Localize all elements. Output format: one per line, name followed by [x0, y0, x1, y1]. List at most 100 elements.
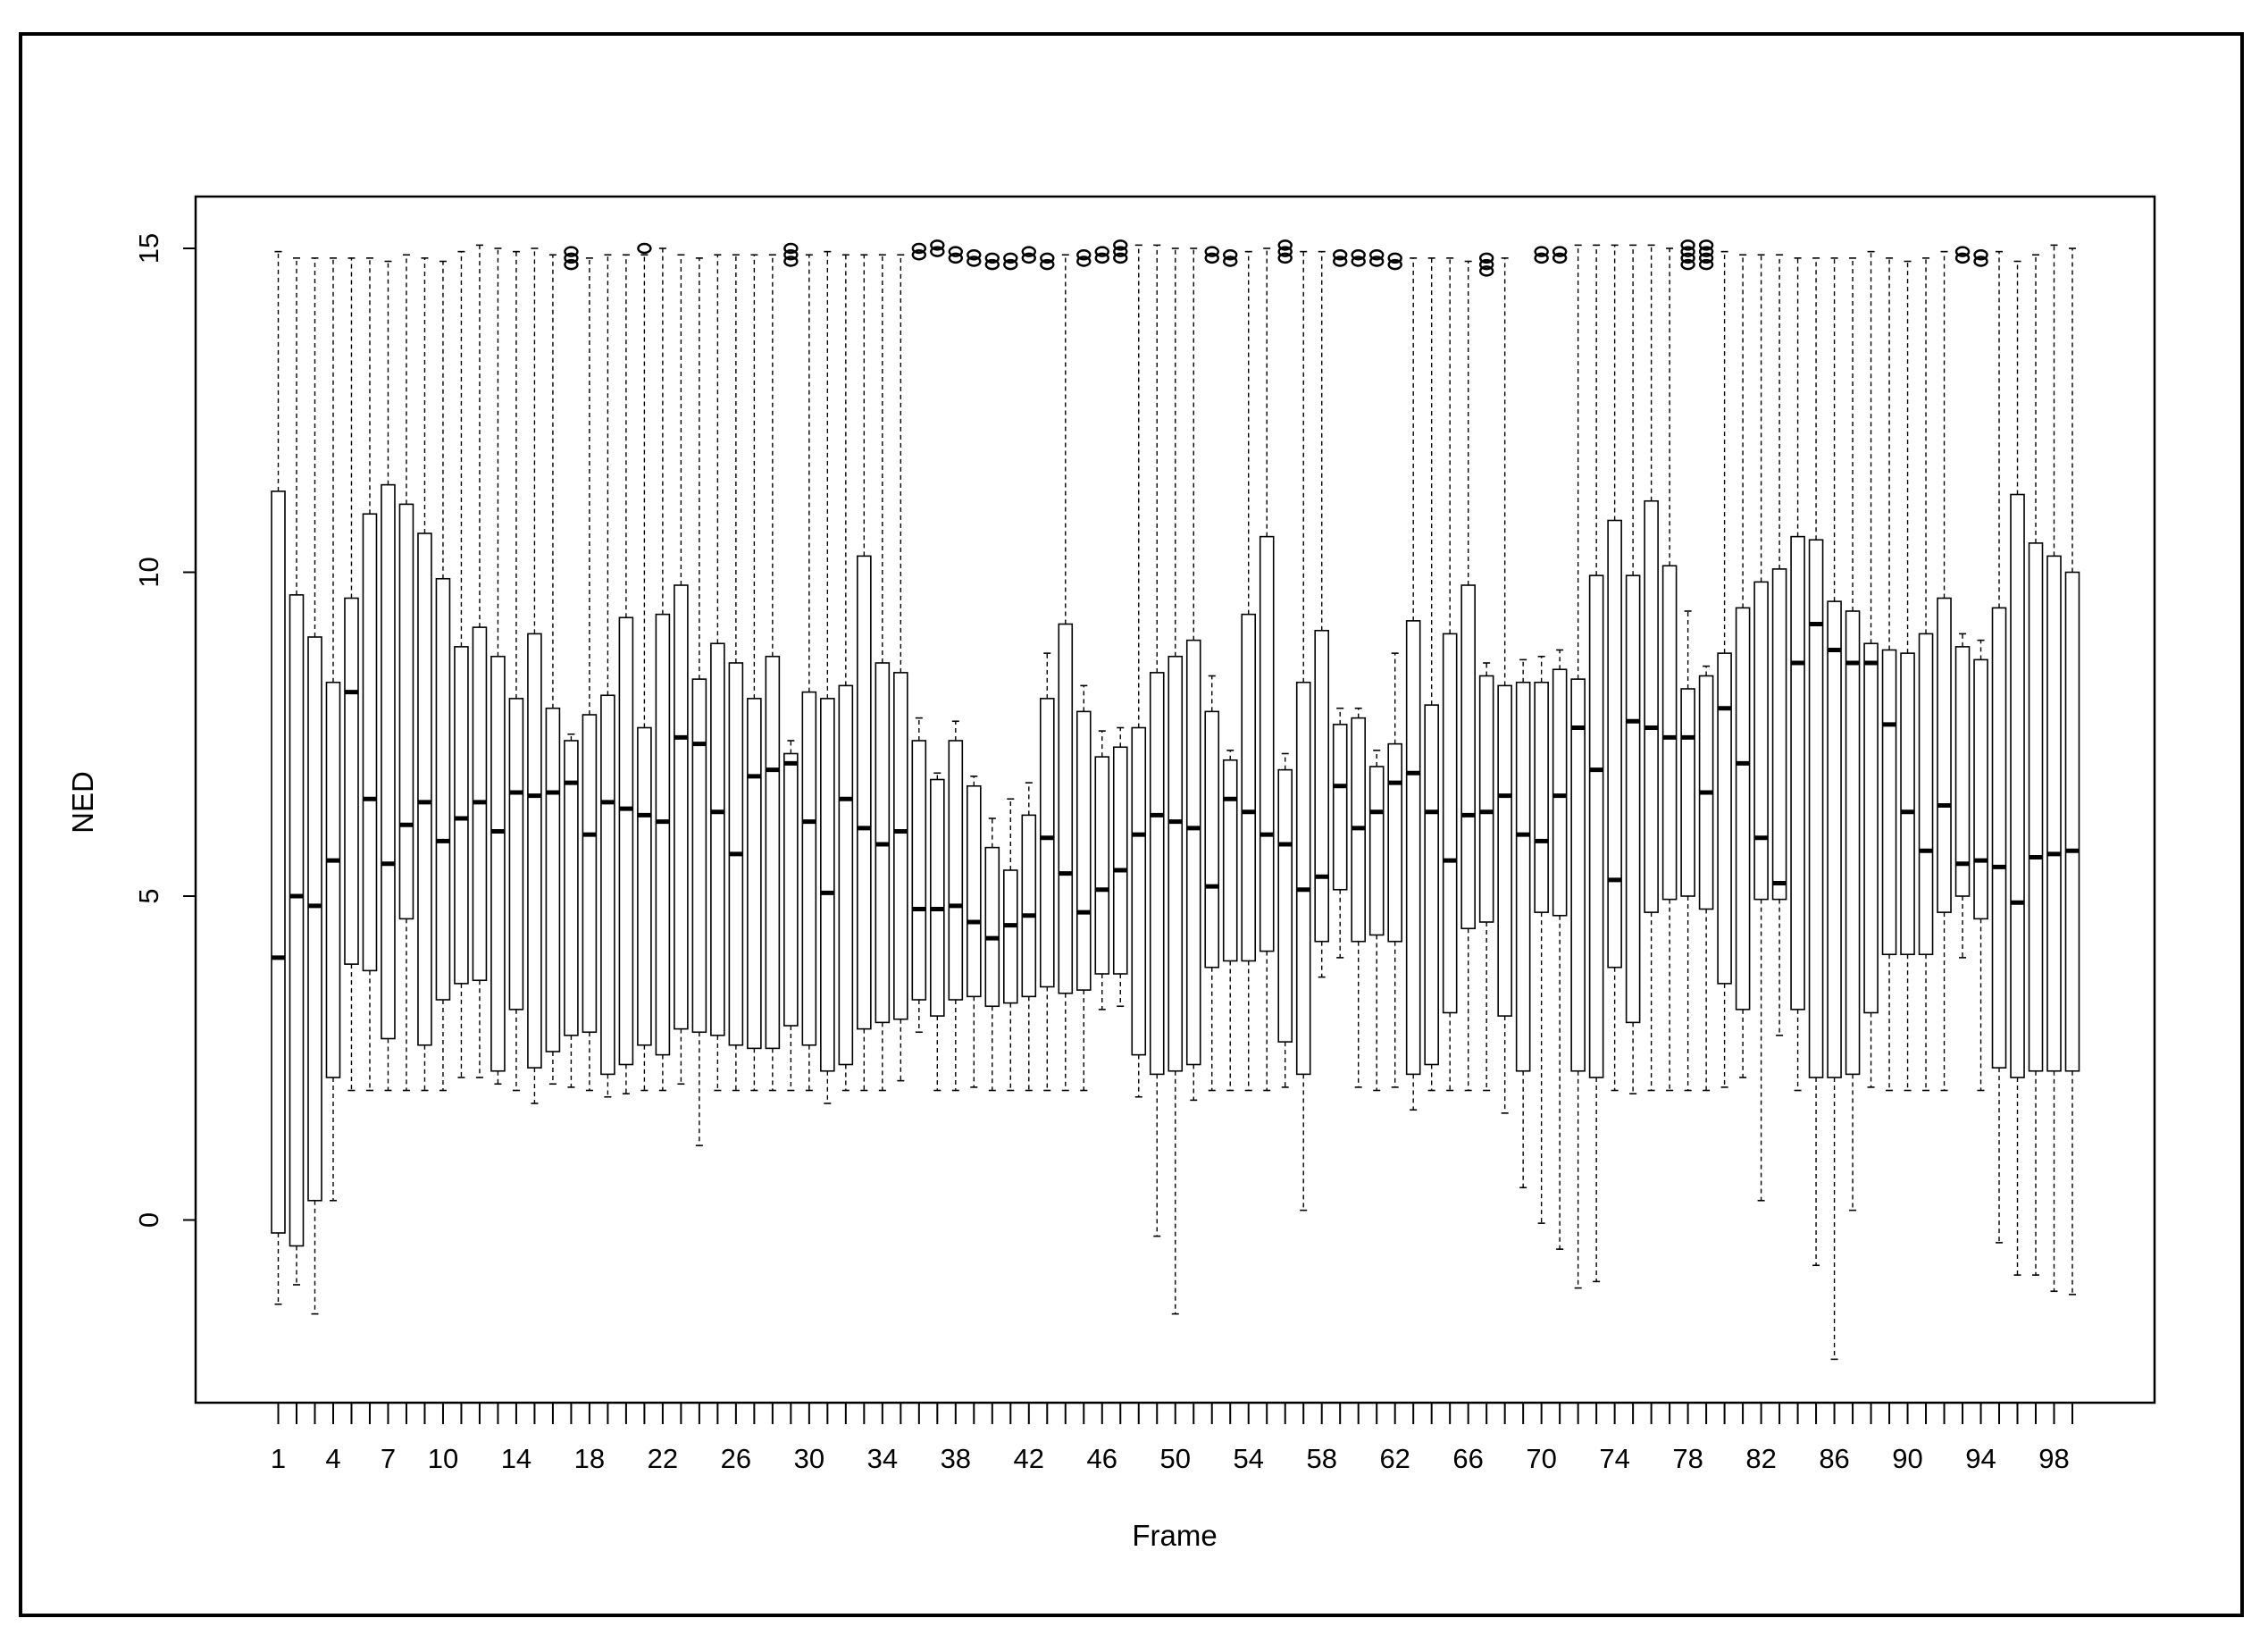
- box-group-33: [857, 254, 872, 1092]
- box-group-91: [1918, 257, 1934, 1092]
- x-tick-label: 22: [648, 1443, 678, 1474]
- outlier-point: [1021, 252, 1036, 264]
- outlier-point: [1021, 246, 1036, 257]
- outlier-point: [1351, 249, 1366, 261]
- iqr-box: [1039, 698, 1055, 988]
- y-tick-label: 15: [133, 233, 164, 264]
- iqr-box: [1241, 613, 1257, 962]
- iqr-box: [691, 678, 707, 1034]
- x-tick-label: 98: [2038, 1443, 2069, 1474]
- box-group-7: [381, 260, 396, 1092]
- outlier-point: [1698, 239, 1714, 251]
- outlier-point: [911, 242, 927, 255]
- y-axis: 0 5 10 15: [133, 233, 196, 1228]
- box-group-85: [1808, 257, 1824, 1267]
- iqr-box: [911, 740, 927, 1001]
- outlier-point: [984, 252, 1000, 264]
- box-group-44: [1058, 254, 1074, 1092]
- outlier-point: [1973, 249, 1988, 261]
- box-group-90: [1900, 260, 1915, 1092]
- box-group-93: [1954, 246, 1971, 959]
- outlier-point: [984, 258, 1000, 271]
- outlier-point: [1076, 256, 1092, 267]
- y-tick-label: 5: [133, 888, 164, 903]
- box-group-58: [1314, 250, 1330, 978]
- x-tick-label: 66: [1452, 1443, 1483, 1474]
- outlier-point: [1973, 256, 1988, 267]
- iqr-box: [1863, 642, 1879, 1014]
- box-group-11: [454, 250, 469, 1078]
- box-group-75: [1625, 244, 1641, 1094]
- box-group-52: [1204, 246, 1220, 1092]
- x-tick-label: 94: [1965, 1443, 1996, 1474]
- box-group-4: [325, 257, 341, 1202]
- outlier-point: [1204, 246, 1219, 257]
- box-group-53: [1222, 249, 1238, 1092]
- outlier-point: [1680, 258, 1695, 271]
- outlier-point: [1478, 258, 1494, 271]
- box-group-99: [2064, 247, 2080, 1295]
- iqr-box: [1515, 681, 1531, 1072]
- box-group-38: [948, 246, 964, 1092]
- iqr-box: [655, 613, 671, 1056]
- outlier-point: [564, 258, 579, 271]
- iqr-box: [1625, 574, 1641, 1024]
- x-tick-label: 70: [1526, 1443, 1556, 1474]
- box-group-23: [674, 254, 689, 1086]
- outlier-point: [930, 246, 945, 257]
- box-group-69: [1515, 658, 1531, 1189]
- box-group-36: [911, 242, 927, 1034]
- iqr-box: [1167, 655, 1184, 1072]
- x-tick-label: 34: [867, 1443, 898, 1474]
- x-tick-label: 1: [271, 1443, 286, 1474]
- x-tick-label: 18: [574, 1443, 605, 1474]
- box-group-50: [1167, 247, 1184, 1315]
- y-tick-label: 10: [133, 557, 164, 587]
- iqr-box: [1094, 756, 1110, 975]
- iqr-box: [1222, 759, 1238, 962]
- box-group-59: [1332, 249, 1348, 959]
- iqr-box: [1405, 620, 1421, 1076]
- iqr-box: [1973, 658, 1988, 920]
- outlier-point: [564, 246, 579, 257]
- iqr-box: [454, 646, 469, 985]
- outlier-point: [1478, 252, 1494, 264]
- iqr-box: [1185, 639, 1201, 1066]
- box-group-92: [1937, 250, 1952, 1092]
- box-group-54: [1241, 250, 1257, 1092]
- box-group-40: [984, 252, 1000, 1092]
- iqr-box: [2064, 571, 2080, 1072]
- box-group-42: [1021, 246, 1037, 1092]
- iqr-box: [508, 698, 524, 1010]
- box-group-55: [1259, 247, 1275, 1092]
- box-group-67: [1478, 252, 1494, 1092]
- box-group-63: [1405, 257, 1421, 1111]
- iqr-box: [1478, 675, 1494, 923]
- x-tick-label: 50: [1160, 1443, 1191, 1474]
- iqr-box: [820, 698, 835, 1072]
- iqr-box: [1442, 633, 1458, 1014]
- outlier-point: [1113, 252, 1128, 264]
- iqr-box: [398, 503, 414, 920]
- outlier-point: [1680, 239, 1695, 251]
- box-group-89: [1881, 257, 1897, 1092]
- box-group-84: [1790, 257, 1805, 1092]
- iqr-box: [1131, 726, 1147, 1056]
- outlier-point: [1680, 252, 1695, 264]
- iqr-box: [893, 672, 908, 1020]
- x-tick-label: 78: [1672, 1443, 1703, 1474]
- iqr-box: [1680, 688, 1695, 897]
- box-group-74: [1607, 244, 1622, 1092]
- box-group-72: [1570, 244, 1586, 1289]
- iqr-box: [984, 846, 1000, 1008]
- box-group-48: [1131, 244, 1147, 1098]
- iqr-box: [710, 642, 725, 1036]
- iqr-box: [1295, 681, 1311, 1076]
- x-tick-label: 46: [1087, 1443, 1117, 1474]
- iqr-box: [2046, 555, 2062, 1072]
- outlier-point: [1076, 249, 1092, 261]
- iqr-box: [1644, 499, 1659, 913]
- iqr-box: [1497, 684, 1512, 1017]
- x-tick-label: 30: [794, 1443, 824, 1474]
- iqr-box: [362, 513, 378, 972]
